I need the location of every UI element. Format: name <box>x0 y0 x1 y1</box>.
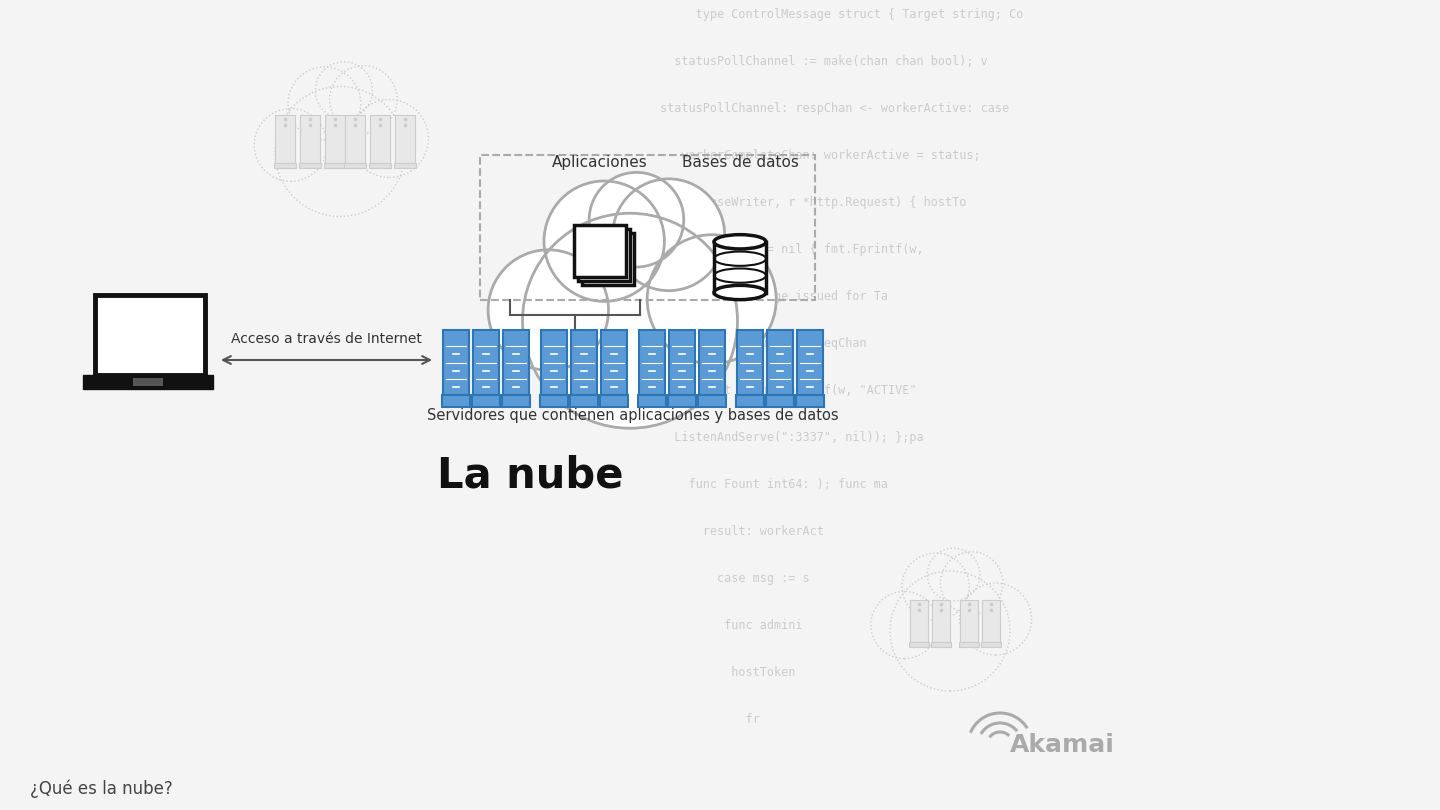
Bar <box>736 395 765 407</box>
Bar <box>982 600 999 642</box>
Text: case msg := s: case msg := s <box>660 572 809 585</box>
Bar <box>472 330 500 395</box>
Text: ListenAndServe(":3337", nil)); };pa: ListenAndServe(":3337", nil)); };pa <box>660 431 923 444</box>
Bar <box>472 395 500 407</box>
Bar <box>369 163 392 168</box>
Text: result: workerAct: result: workerAct <box>660 525 824 538</box>
Bar <box>95 295 204 375</box>
Bar <box>503 330 528 395</box>
Text: statusPollChannel := make(chan chan bool); v: statusPollChannel := make(chan chan bool… <box>660 55 988 68</box>
Text: Bases de datos: Bases de datos <box>681 155 798 170</box>
Text: result = fmt.Fprintf(w, "ACTIVE": result = fmt.Fprintf(w, "ACTIVE" <box>660 384 916 397</box>
Text: err; if err != nil { fmt.Fprintf(w,: err; if err != nil { fmt.Fprintf(w, <box>660 243 923 256</box>
Ellipse shape <box>714 285 766 300</box>
Bar <box>274 163 297 168</box>
Bar <box>932 600 950 642</box>
Bar <box>132 378 163 386</box>
Bar <box>541 330 567 395</box>
Text: func admini: func admini <box>660 619 802 632</box>
Bar <box>300 115 320 163</box>
Circle shape <box>523 213 737 428</box>
Bar <box>668 395 696 407</box>
Text: fr: fr <box>660 713 760 726</box>
Bar <box>344 163 366 168</box>
Bar <box>540 395 567 407</box>
Text: r *http.Request) { reqChan: r *http.Request) { reqChan <box>660 337 867 350</box>
Bar <box>577 229 631 281</box>
Bar <box>796 395 824 407</box>
Bar <box>766 395 793 407</box>
Bar <box>275 115 295 163</box>
Bar <box>981 642 1001 647</box>
Bar <box>346 115 364 163</box>
Bar <box>395 163 416 168</box>
Text: Control message issued for Ta: Control message issued for Ta <box>660 290 888 303</box>
Ellipse shape <box>714 235 766 249</box>
Circle shape <box>589 173 684 267</box>
Text: Servidores que contienen aplicaciones y bases de datos: Servidores que contienen aplicaciones y … <box>428 408 840 423</box>
Bar <box>442 395 469 407</box>
Bar <box>670 330 696 395</box>
Bar <box>370 115 390 163</box>
Bar <box>480 155 815 300</box>
Text: ResponseWriter, r *http.Request) { hostTo: ResponseWriter, r *http.Request) { hostT… <box>660 196 966 209</box>
Bar <box>84 375 213 389</box>
Bar <box>503 395 530 407</box>
Bar <box>714 242 766 292</box>
Text: statusPollChannel: respChan <- workerActive: case: statusPollChannel: respChan <- workerAct… <box>660 102 1009 115</box>
Bar <box>325 115 346 163</box>
Text: Acceso a través de Internet: Acceso a través de Internet <box>230 332 422 346</box>
Bar <box>575 225 626 277</box>
Text: ¿Qué es la nube?: ¿Qué es la nube? <box>30 780 173 799</box>
Text: type ControlMessage struct { Target string; Co: type ControlMessage struct { Target stri… <box>660 8 1024 21</box>
Bar <box>909 642 929 647</box>
Bar <box>737 330 763 395</box>
Text: hostToken: hostToken <box>660 666 795 679</box>
Text: Aplicaciones: Aplicaciones <box>552 155 648 170</box>
Bar <box>300 163 321 168</box>
Text: La nube: La nube <box>436 455 624 497</box>
Bar <box>395 115 415 163</box>
Bar <box>932 642 950 647</box>
Bar <box>638 395 665 407</box>
Circle shape <box>544 181 664 301</box>
Bar <box>600 330 626 395</box>
Circle shape <box>613 179 724 291</box>
Text: workerCompleteChan: workerActive = status;: workerCompleteChan: workerActive = statu… <box>660 149 981 162</box>
Circle shape <box>647 235 776 364</box>
Bar <box>600 395 628 407</box>
Bar <box>324 163 346 168</box>
Bar <box>570 395 598 407</box>
Bar <box>960 600 978 642</box>
Text: func Fount int64: ); func ma: func Fount int64: ); func ma <box>660 478 888 491</box>
Text: Akamai: Akamai <box>1009 733 1115 757</box>
Bar <box>639 330 665 395</box>
Bar <box>444 330 469 395</box>
Bar <box>910 600 927 642</box>
Bar <box>572 330 598 395</box>
Bar <box>582 233 634 285</box>
Bar <box>796 330 824 395</box>
Bar <box>698 330 724 395</box>
Bar <box>959 642 979 647</box>
Bar <box>698 395 726 407</box>
Bar <box>768 330 793 395</box>
Circle shape <box>488 249 609 370</box>
